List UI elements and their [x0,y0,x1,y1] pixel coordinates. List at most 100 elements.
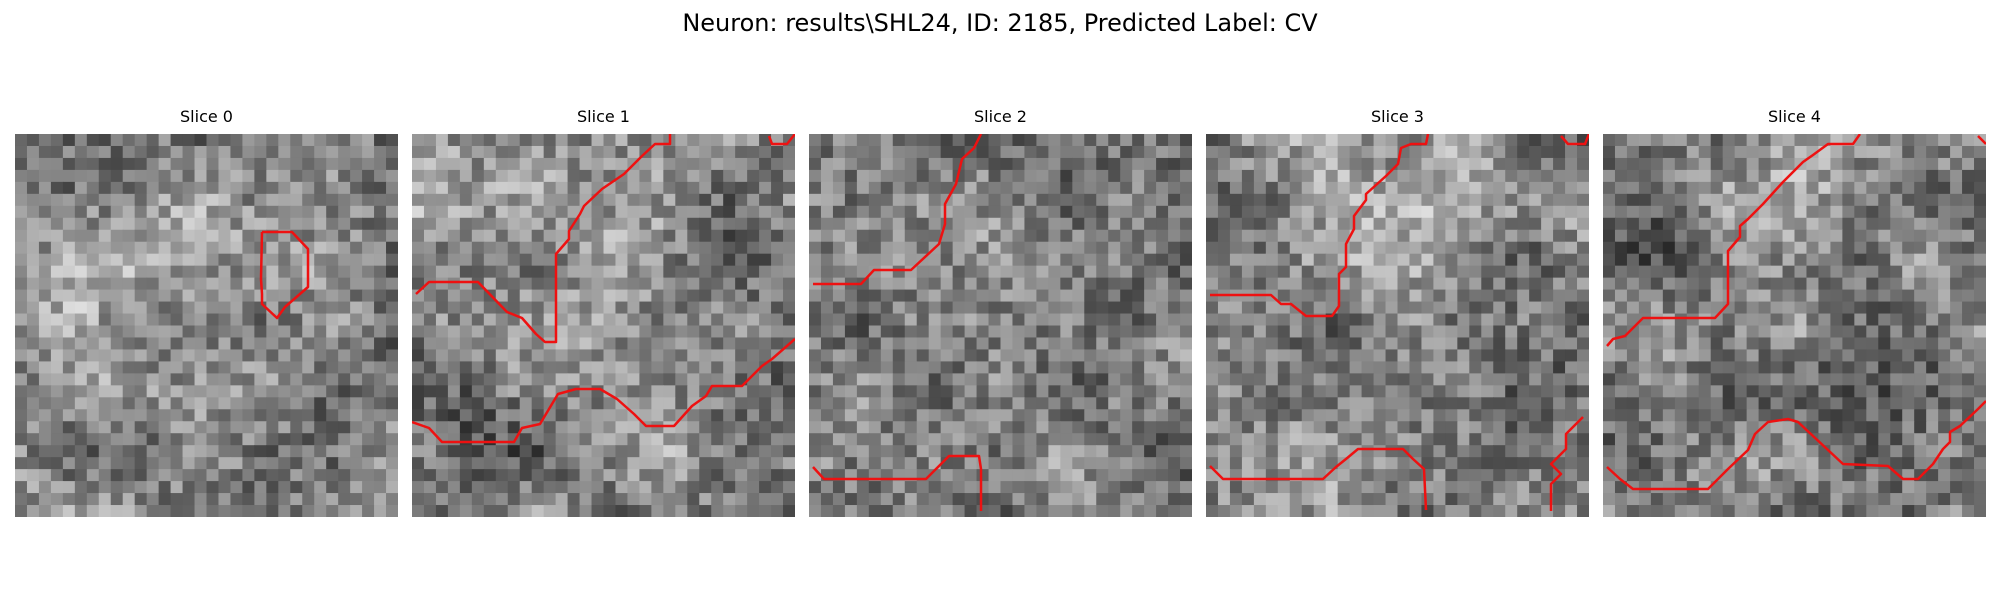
pixel-cell [350,313,363,327]
pixel-cell [374,457,387,470]
pixel-cell [723,337,736,351]
pixel-cell [627,337,641,351]
pixel-cell [1096,469,1109,482]
pixel-cell [603,193,617,207]
pixel-cell [820,253,834,267]
pixel-cell [1626,349,1640,363]
pixel-cell [1421,457,1435,470]
pixel-cell [1794,217,1808,231]
pixel-cell [110,241,124,255]
pixel-cell [1782,337,1796,351]
pixel-cell [1686,145,1700,159]
pixel-cell [1710,385,1724,398]
pixel-cell [1325,481,1339,494]
pixel-cell [1108,289,1121,303]
pixel-cell [615,313,629,327]
pixel-cell [928,253,942,267]
pixel-cell [916,493,930,506]
pixel-cell [1229,301,1243,315]
pixel-cell [783,445,795,458]
pixel-cell [412,433,425,446]
pixel-cell [711,325,724,339]
pixel-cell [1060,169,1073,183]
pixel-cell [1337,134,1351,147]
pixel-cell [1974,337,1986,351]
pixel-cell [483,373,497,386]
pixel-cell [1180,145,1192,159]
pixel-cell [735,349,748,363]
pixel-cell [1144,217,1157,231]
pixel-cell [435,385,449,398]
pixel-cell [1782,373,1796,386]
pixel-cell [1096,481,1109,494]
pixel-cell [579,241,593,255]
pixel-cell [218,205,232,219]
pixel-cell [26,229,40,243]
pixel-cell [447,373,461,386]
pixel-cell [62,445,76,458]
pixel-cell [1662,337,1676,351]
pixel-cell [615,457,629,470]
pixel-cell [1072,493,1085,506]
pixel-cell [892,301,906,315]
pixel-cell [1301,134,1315,147]
pixel-cell [1481,433,1494,446]
pixel-cell [1289,481,1303,494]
pixel-cell [1253,445,1267,458]
pixel-cell [1638,313,1652,327]
pixel-cell [483,505,497,517]
pixel-cell [1926,313,1939,327]
pixel-cell [1156,217,1169,231]
slice-image-3 [1206,134,1589,517]
pixel-cell [1229,205,1243,219]
pixel-cell [1902,265,1915,279]
pixel-cell [302,301,315,315]
pixel-cell [423,241,437,255]
pixel-cell [964,337,978,351]
pixel-cell [1662,241,1676,255]
pixel-cell [1168,253,1181,267]
pixel-cell [1168,229,1181,243]
pixel-cell [976,253,990,267]
pixel-cell [1794,397,1808,410]
pixel-cell [1120,229,1133,243]
pixel-cell [423,493,437,506]
pixel-cell [1337,325,1351,339]
pixel-cell [1469,157,1482,171]
pixel-cell [1758,289,1772,303]
pixel-cell [1962,325,1975,339]
pixel-cell [832,433,846,446]
pixel-cell [350,217,363,231]
pixel-cell [1120,397,1133,410]
pixel-cell [1830,265,1843,279]
pixel-cell [1686,433,1700,446]
pixel-cell [1662,134,1676,147]
pixel-cell [1206,481,1219,494]
pixel-cell [1349,157,1363,171]
pixel-cell [1626,373,1640,386]
pixel-cell [771,313,784,327]
pixel-cell [423,349,437,363]
pixel-cell [1301,289,1315,303]
pixel-cell [952,349,966,363]
pixel-cell [856,193,870,207]
pixel-cell [1565,169,1578,183]
pixel-cell [603,481,617,494]
pixel-cell [194,145,208,159]
pixel-cell [1229,385,1243,398]
pixel-cell [1577,337,1589,351]
pixel-cell [1048,397,1061,410]
pixel-cell [1686,265,1700,279]
pixel-cell [555,229,569,243]
pixel-cell [663,433,676,446]
pixel-cell [627,325,641,339]
pixel-cell [627,241,641,255]
pixel-cell [1349,241,1363,255]
pixel-cell [1301,265,1315,279]
pixel-cell [723,193,736,207]
pixel-cell [531,181,545,195]
pixel-cell [1674,325,1688,339]
pixel-cell [723,265,736,279]
pixel-cell [314,205,327,219]
pixel-cell [964,134,978,147]
